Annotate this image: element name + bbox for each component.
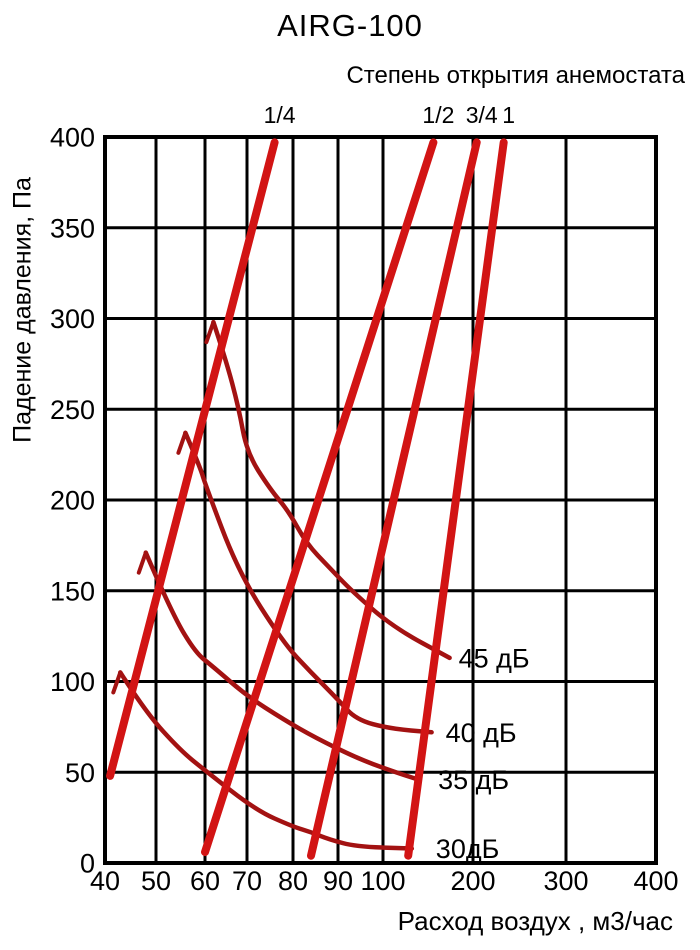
noise-curve-40-дб <box>183 430 434 735</box>
x-tick-label-70: 70 <box>232 866 262 896</box>
x-tick-label-90: 90 <box>323 866 353 896</box>
x-axis-title: Расход воздух , м3/час <box>397 906 673 936</box>
opening-line-1 <box>404 138 508 860</box>
y-tick-label-350: 350 <box>50 213 95 243</box>
y-tick-label-150: 150 <box>50 576 95 606</box>
noise-curve-45-дб <box>211 319 452 661</box>
noise-curve-start-flick-35-дб <box>136 550 148 575</box>
opening-line-1-2 <box>201 138 438 857</box>
opening-degree-label-1: 1 <box>502 102 515 128</box>
y-tick-label-200: 200 <box>50 486 95 516</box>
noise-curve-start-flick-30дб <box>111 670 123 695</box>
opening-degree-heading: Степень открытия анемостата <box>346 62 685 89</box>
plot-border <box>103 135 658 865</box>
x-tick-label-60: 60 <box>190 866 220 896</box>
noise-level-label-45-дб: 45 дБ <box>459 643 530 673</box>
noise-curve-start-flick-45-дб <box>204 320 216 345</box>
y-tick-label-0: 0 <box>80 849 95 879</box>
noise-level-label-40-дб: 40 дБ <box>446 718 517 748</box>
x-tick-label-300: 300 <box>543 866 588 896</box>
chart-title: AIRG-100 <box>277 8 423 43</box>
noise-level-label-35-дб: 35 дБ <box>438 765 509 795</box>
opening-degree-label-1-4: 1/4 <box>264 102 296 128</box>
x-tick-label-50: 50 <box>141 866 171 896</box>
x-tick-label-100: 100 <box>360 866 405 896</box>
opening-degree-label-3-4: 3/4 <box>466 102 498 128</box>
x-tick-label-40: 40 <box>90 866 120 896</box>
x-tick-label-400: 400 <box>633 866 678 896</box>
y-tick-label-400: 400 <box>50 123 95 153</box>
opening-line-3-4 <box>307 138 481 860</box>
x-tick-label-200: 200 <box>450 866 495 896</box>
y-tick-label-300: 300 <box>50 304 95 334</box>
opening-line-1-4 <box>106 138 279 780</box>
y-tick-label-250: 250 <box>50 395 95 425</box>
y-tick-label-50: 50 <box>65 758 95 788</box>
x-tick-label-80: 80 <box>278 866 308 896</box>
noise-curve-30дб <box>118 670 415 851</box>
opening-degree-label-1-2: 1/2 <box>422 102 454 128</box>
noise-curve-start-flick-40-дб <box>176 430 188 455</box>
noise-curve-35-дб <box>143 550 421 782</box>
noise-level-label-30дб: 30дБ <box>436 834 500 864</box>
y-tick-label-100: 100 <box>50 667 95 697</box>
